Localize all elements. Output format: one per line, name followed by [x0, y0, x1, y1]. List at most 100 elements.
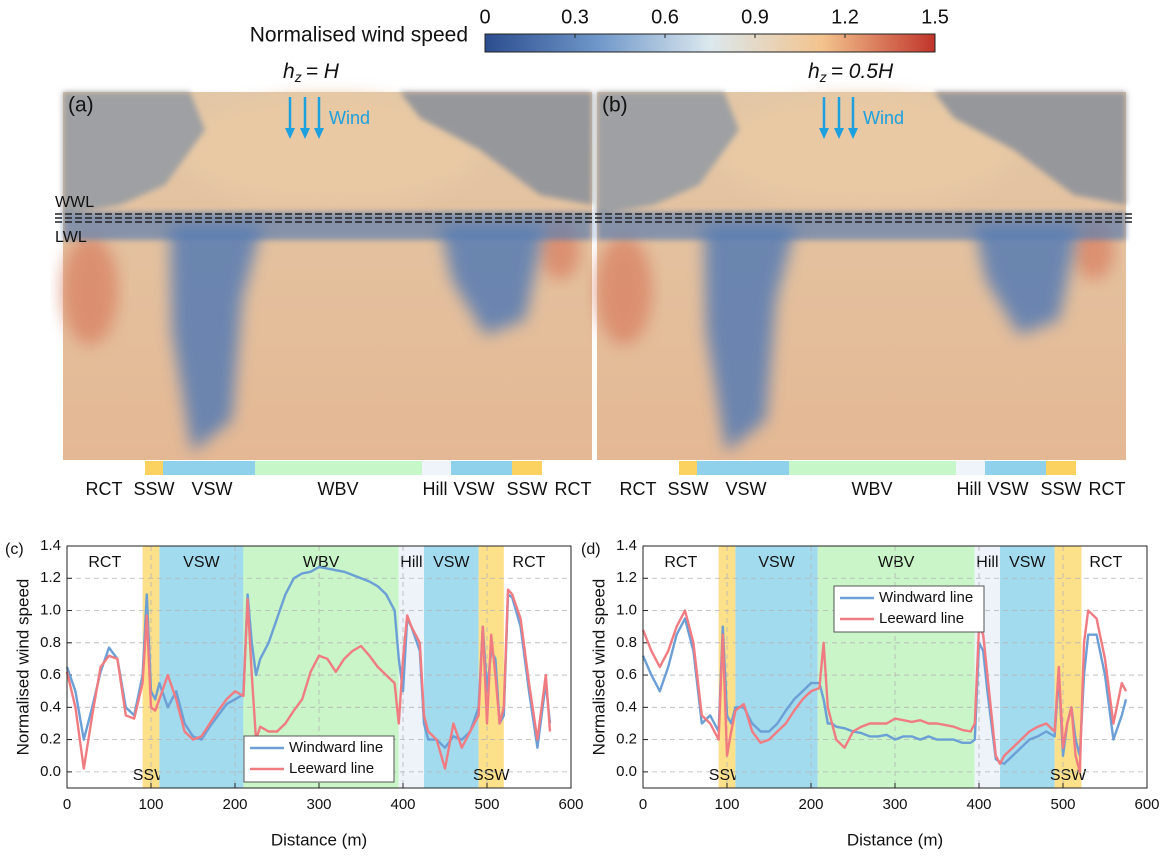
- zone-label: SSW: [667, 479, 708, 499]
- zone-band: [817, 546, 975, 788]
- x-tick-label: 200: [222, 796, 247, 813]
- y-tick-label: 0.6: [616, 666, 637, 683]
- text-part: = H: [306, 60, 340, 83]
- y-tick-label: 0.2: [616, 731, 637, 748]
- zone-label: RCT: [664, 554, 697, 571]
- low-speed-plume-right: [440, 225, 545, 335]
- colorbar-tick-label: 0: [479, 6, 490, 28]
- zone-label: WBV: [303, 554, 340, 571]
- plot-frame: [66, 545, 572, 789]
- legend-box: [243, 735, 395, 783]
- high-speed-left: [596, 235, 652, 345]
- x-tick-label: 500: [1050, 796, 1075, 813]
- wind-arrow-head: [848, 128, 858, 139]
- zone-band: [478, 546, 504, 788]
- zone-bar-segment: [145, 461, 163, 475]
- zone-bar-segment: [255, 461, 422, 475]
- zone-bar-segment: [985, 461, 1046, 475]
- x-tick-label: 200: [798, 796, 823, 813]
- terrain-right: [400, 92, 592, 205]
- zone-label: Hill: [423, 479, 448, 499]
- y-tick-label: 0.6: [40, 666, 61, 683]
- y-tick-label: 1.4: [616, 537, 637, 554]
- low-speed-plume-left: [704, 225, 796, 452]
- x-tick-label: 600: [558, 796, 583, 813]
- x-axis-label: Distance (m): [847, 830, 943, 849]
- zone-label: RCT: [88, 554, 121, 571]
- terrain-left: [597, 92, 739, 215]
- zone-band: [67, 546, 143, 788]
- zone-label: RCT: [513, 554, 546, 571]
- wind-arrow-head: [819, 128, 829, 139]
- plot-frame: [642, 545, 1148, 789]
- zone-band: [504, 546, 554, 788]
- zone-label: SSW: [473, 767, 510, 784]
- text-part: = 0.5H: [831, 60, 894, 83]
- water-level-label: WWL: [55, 194, 94, 211]
- water-level-label: LWL: [55, 229, 87, 246]
- zone-label: SSW: [133, 479, 174, 499]
- panel-label: (b): [602, 94, 628, 117]
- map-panel: Wind: [62, 92, 592, 460]
- y-tick-label: 1.0: [616, 602, 637, 619]
- y-axis-label: Normalised wind speed: [13, 579, 32, 756]
- zone-bar-segment: [956, 461, 985, 475]
- x-tick-label: 400: [390, 796, 415, 813]
- legend-box: [833, 585, 985, 633]
- colorbar-tick-label: 0.9: [741, 6, 769, 28]
- terrain-left: [63, 92, 205, 215]
- zone-bar-segment: [789, 461, 956, 475]
- x-tick-label: 400: [966, 796, 991, 813]
- zone-label: SSW: [1050, 767, 1087, 784]
- text-part: h: [283, 60, 295, 83]
- map-panel: Wind: [596, 92, 1126, 460]
- zone-band: [1000, 546, 1055, 788]
- zone-label: RCT: [1089, 554, 1122, 571]
- data-line: [65, 588, 552, 770]
- x-tick-label: 0: [639, 796, 647, 813]
- wind-label: Wind: [863, 108, 904, 128]
- zone-label: RCT: [555, 479, 592, 499]
- wind-arrow-head: [300, 128, 310, 139]
- y-tick-label: 0.0: [616, 763, 637, 780]
- height-label: hz = 0.5H: [808, 60, 894, 85]
- text-part: z: [819, 69, 827, 85]
- zone-label: WBV: [851, 479, 892, 499]
- y-tick-label: 0.4: [616, 698, 637, 715]
- y-axis-label: Normalised wind speed: [589, 579, 608, 756]
- zone-label: VSW: [191, 479, 232, 499]
- legend-label: Windward line: [289, 739, 383, 756]
- zone-label: WBV: [878, 554, 915, 571]
- y-tick-label: 0.2: [40, 731, 61, 748]
- colorbar-tick-label: 1.2: [831, 6, 859, 28]
- zone-label: Hill: [400, 554, 422, 571]
- upstream-flow: [714, 95, 1014, 205]
- colorbar-tick-label: 0.6: [651, 6, 679, 28]
- zone-bar-segment: [163, 461, 255, 475]
- x-axis-label: Distance (m): [271, 830, 367, 849]
- y-tick-label: 0.8: [40, 634, 61, 651]
- legend-label: Windward line: [879, 589, 973, 606]
- zone-band: [424, 546, 479, 788]
- x-tick-label: 500: [474, 796, 499, 813]
- y-tick-label: 0.0: [40, 763, 61, 780]
- y-tick-label: 0.8: [616, 634, 637, 651]
- zone-label: VSW: [1009, 554, 1046, 571]
- zone-label: VSW: [758, 554, 795, 571]
- zone-label: WBV: [317, 479, 358, 499]
- zone-bar-segment: [512, 461, 542, 475]
- zone-bar-segment: [679, 461, 697, 475]
- x-tick-label: 300: [882, 796, 907, 813]
- wind-label: Wind: [329, 108, 370, 128]
- text-part: z: [294, 69, 302, 85]
- zone-band: [735, 546, 818, 788]
- x-tick-label: 100: [138, 796, 163, 813]
- legend-label: Leeward line: [289, 760, 374, 777]
- y-tick-label: 1.2: [616, 569, 637, 586]
- colorbar-tick-label: 0.3: [561, 6, 589, 28]
- y-tick-label: 1.0: [40, 602, 61, 619]
- zone-band: [159, 546, 244, 788]
- zone-label: VSW: [725, 479, 766, 499]
